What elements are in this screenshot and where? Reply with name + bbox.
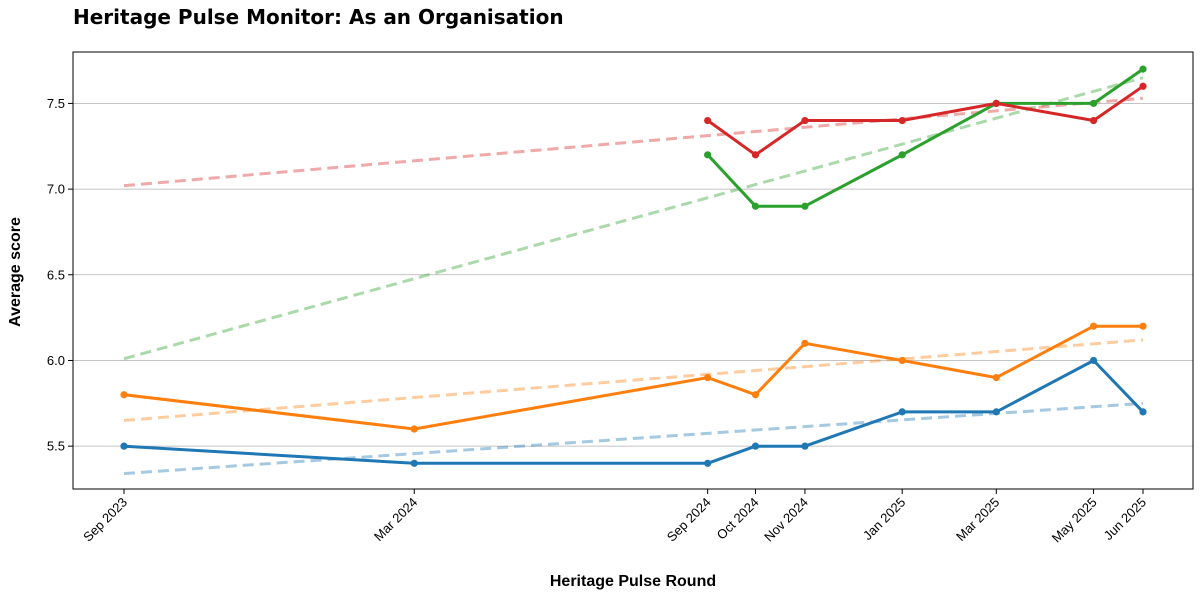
y-tick-label: 7.0 (47, 182, 65, 197)
data-point (1139, 408, 1147, 416)
data-point (1089, 322, 1098, 330)
data-point (898, 408, 906, 416)
data-point (801, 116, 809, 125)
data-point (410, 425, 418, 433)
data-point (704, 459, 712, 467)
trend-line (123, 76, 1144, 361)
data-point (898, 116, 906, 125)
data-point (704, 116, 712, 125)
data-point (1089, 99, 1098, 108)
x-tick-label: Mar 2025 (953, 495, 1002, 544)
data-point (1089, 356, 1098, 365)
data-point (898, 356, 906, 365)
data-point (751, 151, 760, 159)
y-tick-label: 6.5 (47, 267, 65, 282)
y-tick-label: 5.5 (47, 439, 65, 454)
data-point (410, 459, 418, 467)
grid-lines (73, 103, 1193, 447)
x-tick-label: Oct 2024 (714, 495, 762, 543)
data-point (1139, 322, 1147, 330)
trend-line (123, 338, 1144, 422)
x-tick-label: Jun 2025 (1101, 495, 1149, 543)
chart-title: Heritage Pulse Monitor: As an Organisati… (73, 5, 564, 29)
series-line (706, 67, 1145, 208)
data-point (704, 374, 712, 382)
data-point (1089, 116, 1098, 125)
data-point (751, 442, 760, 450)
trend-lines (123, 76, 1144, 476)
data-point (898, 151, 906, 159)
x-tick-label: Sep 2023 (80, 495, 130, 545)
x-tick-label: May 2025 (1049, 495, 1100, 546)
data-point (120, 391, 128, 399)
data-point (992, 99, 1000, 108)
plot-frame (72, 51, 1194, 490)
x-tick-label: Jan 2025 (860, 495, 908, 543)
data-point (1139, 82, 1147, 90)
data-point (801, 202, 809, 210)
data-point (992, 374, 1000, 382)
x-tick-label: Nov 2024 (761, 495, 811, 545)
data-point (704, 151, 712, 159)
data-point (801, 442, 809, 450)
x-tick-label: Sep 2024 (664, 495, 714, 545)
data-point (120, 442, 128, 450)
series-lines (122, 67, 1145, 465)
x-axis-title: Heritage Pulse Round (550, 573, 716, 590)
data-point (751, 391, 760, 399)
data-point (1139, 65, 1147, 73)
y-tick-label: 7.5 (47, 96, 65, 111)
x-axis-ticks: Sep 2023 Mar 2024 Sep 2024 Oct 2024 Nov 2024… (80, 489, 1149, 545)
y-axis-title: Average score (7, 217, 24, 327)
x-tick-label: Mar 2024 (371, 495, 420, 544)
trend-line (123, 401, 1144, 476)
data-points (120, 65, 1147, 467)
data-point (751, 202, 760, 210)
data-point (992, 408, 1000, 416)
data-point (801, 339, 809, 347)
y-tick-label: 6.0 (47, 353, 65, 368)
trend-line (123, 96, 1144, 188)
y-axis-ticks: 5.5 6.0 6.5 7.0 7.5 (47, 96, 73, 454)
